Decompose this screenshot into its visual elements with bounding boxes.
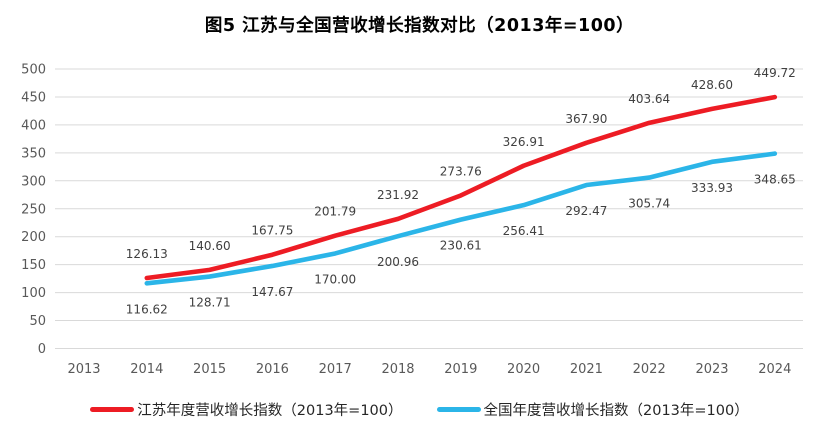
legend-item-national: 全国年度营收增长指数（2013年=100） [436,399,749,420]
data-label: 230.61 [440,239,482,253]
data-label: 292.47 [565,204,607,218]
x-tick-label: 2024 [758,362,791,377]
data-label: 403.64 [628,92,670,106]
x-tick-label: 2018 [381,362,414,377]
legend-label-jiangsu: 江苏年度营收增长指数（2013年=100） [137,403,403,419]
data-label: 367.90 [565,112,607,126]
y-tick-label: 500 [21,63,46,78]
y-tick-label: 450 [21,90,46,105]
y-tick-label: 0 [38,342,46,357]
legend-swatch-jiangsu-line-icon [90,407,135,412]
data-label: 167.75 [251,224,293,238]
x-tick-label: 2019 [444,362,477,377]
data-label: 231.92 [377,188,419,202]
data-label: 348.65 [754,173,796,187]
y-tick-label: 50 [29,314,46,329]
x-tick-label: 2014 [130,362,163,377]
data-label: 126.13 [126,247,168,261]
legend-label-national: 全国年度营收增长指数（2013年=100） [483,403,749,419]
y-tick-label: 350 [21,146,46,161]
data-label: 428.60 [691,78,733,92]
y-tick-label: 300 [21,174,46,189]
y-tick-label: 150 [21,258,46,273]
data-label: 201.79 [314,205,356,219]
x-tick-label: 2022 [633,362,666,377]
data-label: 333.93 [691,181,733,195]
x-tick-label: 2017 [319,362,352,377]
data-label: 147.67 [251,285,293,299]
data-label: 449.72 [754,66,796,80]
y-tick-label: 100 [21,286,46,301]
y-tick-label: 200 [21,230,46,245]
data-label: 128.71 [189,296,231,310]
legend: 江苏年度营收增长指数（2013年=100） 全国年度营收增长指数（2013年=1… [0,399,839,420]
x-tick-label: 2013 [67,362,100,377]
data-label: 116.62 [126,302,168,316]
x-tick-label: 2015 [193,362,226,377]
data-label: 256.41 [503,224,545,238]
data-label: 140.60 [189,239,231,253]
x-tick-label: 2020 [507,362,540,377]
data-label: 200.96 [377,255,419,269]
data-label: 273.76 [440,164,482,178]
legend-swatch-national-line-icon [436,407,481,412]
x-tick-label: 2023 [695,362,728,377]
x-tick-label: 2021 [570,362,603,377]
y-tick-label: 400 [21,118,46,133]
legend-item-jiangsu: 江苏年度营收增长指数（2013年=100） [90,399,403,420]
data-label: 170.00 [314,272,356,286]
series-line-0 [144,94,778,281]
data-label: 326.91 [503,135,545,149]
chart-title: 图5 江苏与全国营收增长指数对比（2013年=100） [204,16,635,36]
series-line-1 [144,151,778,286]
x-tick-label: 2016 [256,362,289,377]
data-label: 305.74 [628,197,670,211]
y-tick-label: 250 [21,202,46,217]
